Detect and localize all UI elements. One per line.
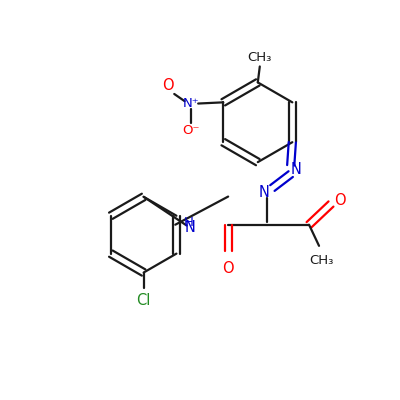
Text: O: O (334, 192, 346, 208)
Text: CH₃: CH₃ (248, 51, 272, 64)
Text: Cl: Cl (136, 293, 151, 308)
Text: H: H (184, 216, 194, 229)
Text: N: N (258, 184, 269, 200)
Text: N: N (291, 162, 302, 177)
Text: O: O (162, 78, 174, 94)
Text: N⁺: N⁺ (183, 97, 200, 110)
Text: O: O (222, 261, 234, 276)
Text: CH₃: CH₃ (309, 254, 333, 267)
Text: N: N (185, 220, 196, 235)
Text: O⁻: O⁻ (183, 124, 200, 137)
